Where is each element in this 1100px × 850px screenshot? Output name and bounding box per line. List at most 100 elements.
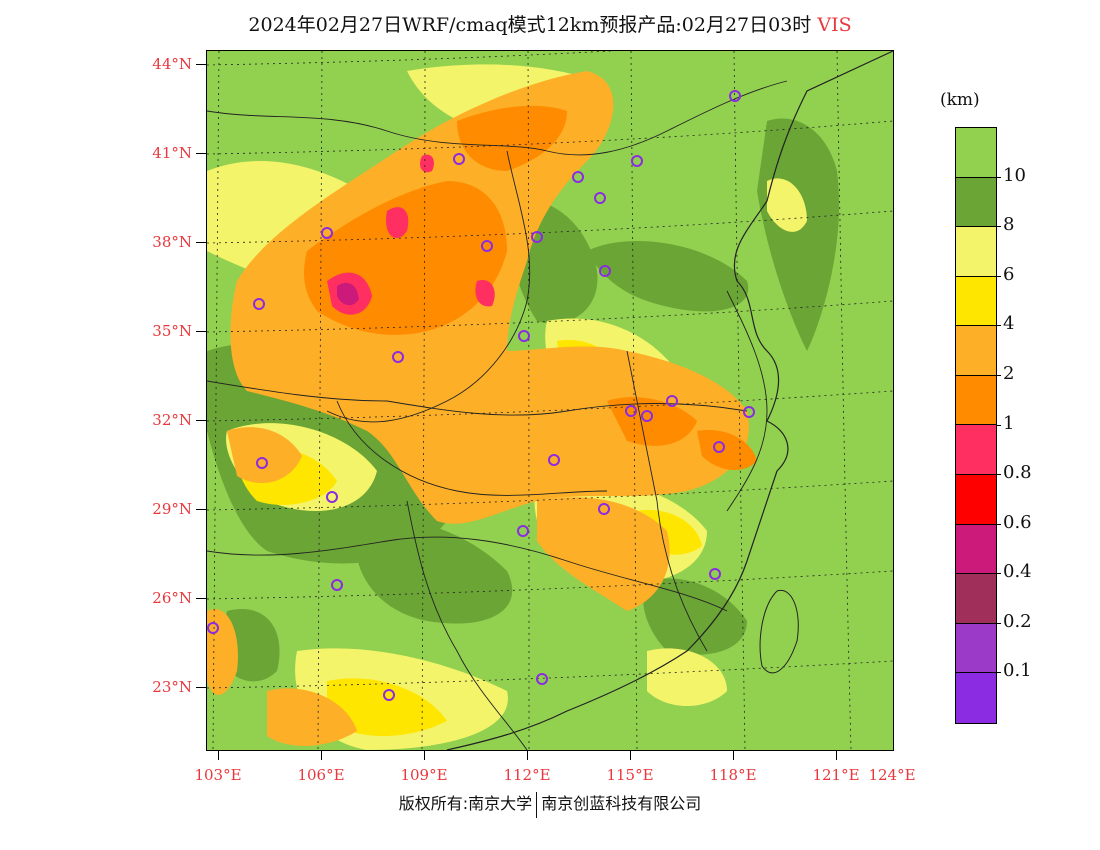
- lat-label-41: 41°N: [152, 144, 192, 162]
- lat-label-35: 35°N: [152, 322, 192, 340]
- lat-label-29: 29°N: [152, 500, 192, 518]
- lat-tick: [196, 420, 206, 421]
- city-markers: [207, 90, 755, 701]
- graticule: [207, 51, 893, 750]
- city-marker: [572, 171, 584, 183]
- lat-tick: [196, 242, 206, 243]
- colorbar-swatch: [956, 227, 996, 277]
- colorbar-swatch: [956, 574, 996, 624]
- city-marker: [518, 330, 530, 342]
- colorbar-unit: (km): [940, 90, 980, 110]
- city-marker: [641, 410, 653, 422]
- lat-label-23: 23°N: [152, 678, 192, 696]
- city-marker: [253, 298, 265, 310]
- lon-tick: [218, 750, 219, 760]
- colorbar-tick: [996, 374, 1001, 376]
- lon-label-109: 109°E: [400, 766, 448, 784]
- boundary-lines: [207, 51, 893, 750]
- city-marker: [207, 622, 219, 634]
- colorbar: [955, 127, 997, 724]
- colorbar-tick: [996, 573, 1001, 575]
- colorbar-tick: [996, 523, 1001, 525]
- colorbar-swatch: [956, 326, 996, 376]
- lat-tick: [196, 509, 206, 510]
- city-marker: [536, 673, 548, 685]
- colorbar-swatch: [956, 128, 996, 178]
- city-marker: [453, 153, 465, 165]
- city-marker: [631, 155, 643, 167]
- colorbar-label: 0.1: [1003, 660, 1032, 682]
- city-marker: [666, 395, 678, 407]
- colorbar-swatch: [956, 177, 996, 228]
- map-title: 2024年02月27日WRF/cmaq模式12km预报产品:02月27日03时 …: [0, 10, 1100, 37]
- colorbar-tick: [996, 672, 1001, 674]
- variable-label: VIS: [817, 14, 852, 36]
- city-marker: [256, 457, 268, 469]
- city-marker: [594, 192, 606, 204]
- city-marker: [709, 568, 721, 580]
- colorbar-swatch: [956, 524, 996, 575]
- copyright-text: 版权所有:南京大学: [398, 794, 533, 813]
- lon-label-115: 115°E: [606, 766, 654, 784]
- colorbar-label: 10: [1003, 164, 1026, 186]
- colorbar-label: 4: [1003, 313, 1015, 335]
- lon-tick: [733, 750, 734, 760]
- lat-tick: [196, 687, 206, 688]
- colorbar-label: 1: [1003, 412, 1015, 434]
- lat-label-32: 32°N: [152, 411, 192, 429]
- city-marker: [321, 227, 333, 239]
- colorbar-swatch: [956, 425, 996, 476]
- colorbar-swatch: [956, 276, 996, 327]
- lon-tick: [424, 750, 425, 760]
- lon-tick: [321, 750, 322, 760]
- city-marker: [743, 406, 755, 418]
- lon-label-103: 103°E: [194, 766, 242, 784]
- colorbar-label: 2: [1003, 362, 1015, 384]
- colorbar-label: 6: [1003, 263, 1015, 285]
- colorbar-swatch: [956, 375, 996, 426]
- colorbar-tick: [996, 275, 1001, 277]
- lat-tick: [196, 331, 206, 332]
- colorbar-tick: [996, 176, 1001, 178]
- colorbar-swatch: [956, 673, 996, 723]
- title-text: 2024年02月27日WRF/cmaq模式12km预报产品:02月27日03时: [248, 14, 812, 36]
- footer-separator: [536, 791, 538, 818]
- city-marker: [713, 441, 725, 453]
- lon-label-124: 124°E: [868, 766, 916, 784]
- colorbar-tick: [996, 325, 1001, 327]
- colorbar-tick: [996, 226, 1001, 228]
- lat-label-44: 44°N: [152, 55, 192, 73]
- colorbar-tick: [996, 424, 1001, 426]
- colorbar-tick: [996, 622, 1001, 624]
- visibility-map: [207, 51, 893, 750]
- lat-label-38: 38°N: [152, 233, 192, 251]
- colorbar-label: 8: [1003, 214, 1015, 236]
- city-marker: [625, 405, 637, 417]
- city-marker: [481, 240, 493, 252]
- lat-tick: [196, 153, 206, 154]
- lon-tick: [527, 750, 528, 760]
- lon-tick: [630, 750, 631, 760]
- lon-label-118: 118°E: [709, 766, 757, 784]
- lon-label-106: 106°E: [297, 766, 345, 784]
- lat-label-26: 26°N: [152, 589, 192, 607]
- colorbar-label: 0.2: [1003, 610, 1032, 632]
- city-marker: [548, 454, 560, 466]
- vis-04-06-zones: [337, 282, 359, 306]
- city-marker: [392, 351, 404, 363]
- colorbar-label: 0.4: [1003, 561, 1032, 583]
- map-panel: [206, 50, 894, 751]
- city-marker: [383, 689, 395, 701]
- city-marker: [326, 491, 338, 503]
- company-text: 南京创蓝科技有限公司: [541, 794, 702, 813]
- lon-label-112: 112°E: [503, 766, 551, 784]
- city-marker: [729, 90, 741, 102]
- colorbar-label: 0.6: [1003, 511, 1032, 533]
- lon-label-121: 121°E: [812, 766, 860, 784]
- colorbar-swatch: [956, 475, 996, 525]
- colorbar-swatch: [956, 623, 996, 674]
- city-marker: [599, 265, 611, 277]
- city-marker: [531, 231, 543, 243]
- footer: 版权所有:南京大学 南京创蓝科技有限公司: [0, 790, 1100, 818]
- lat-tick: [196, 598, 206, 599]
